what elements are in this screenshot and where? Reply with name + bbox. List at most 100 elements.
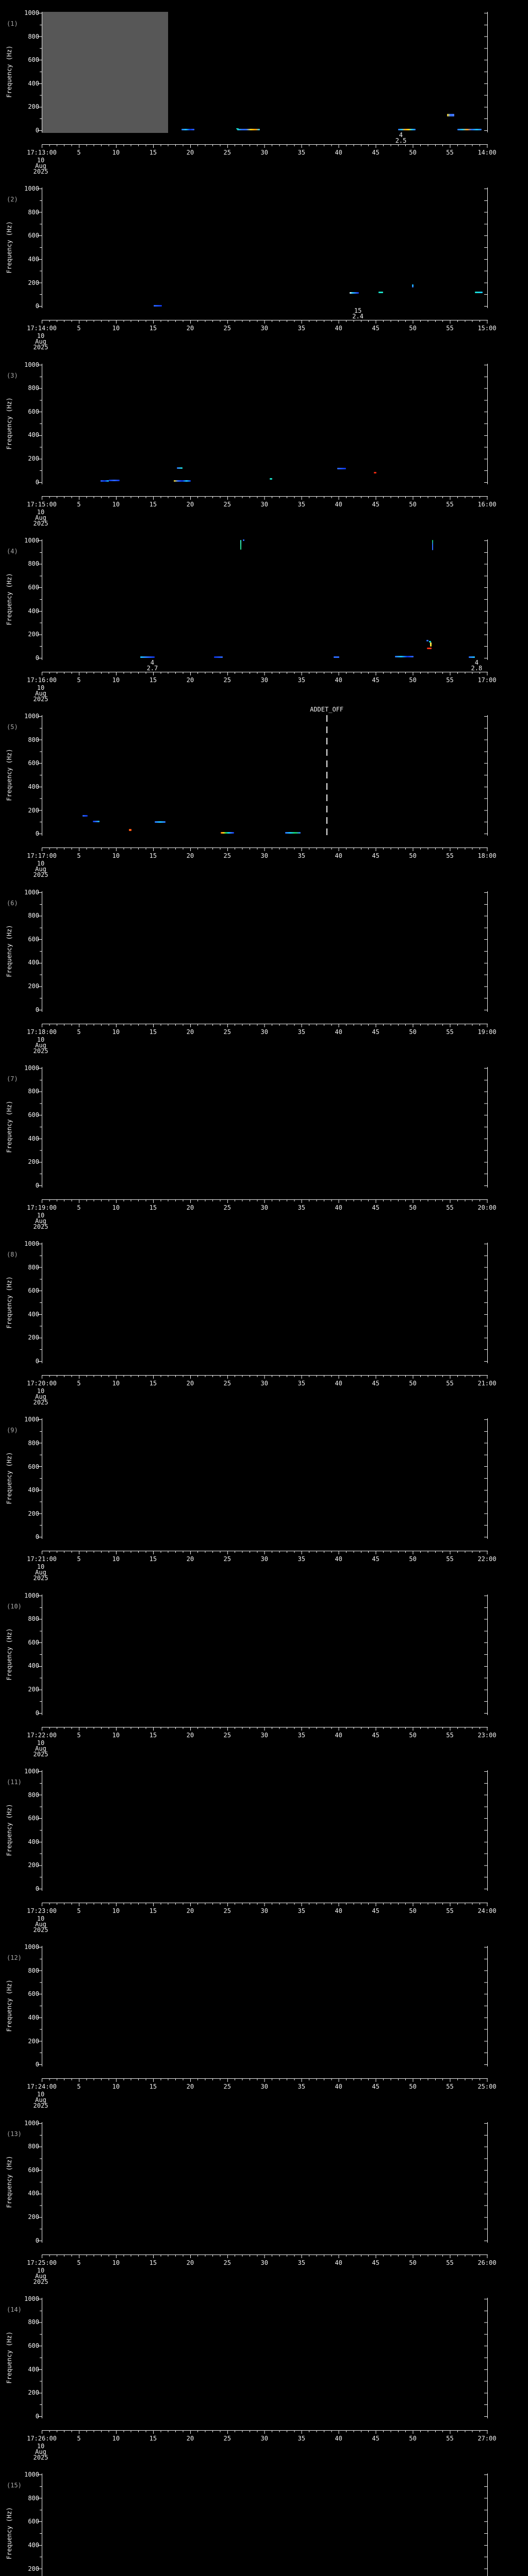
- x-tick-label: 25: [223, 325, 231, 332]
- x-tick-label: 40: [335, 2083, 342, 2091]
- x-tick-label: 10: [112, 1731, 120, 1739]
- x-tick-label: 30: [260, 1380, 268, 1387]
- date-label: 10: [37, 684, 45, 691]
- y-right-ticks: [484, 364, 487, 483]
- panel-label: (1): [7, 20, 18, 27]
- y-tick-label: 800: [28, 384, 39, 392]
- date-label: 10: [37, 1563, 45, 1571]
- x-tick-label: 20: [186, 2434, 194, 2442]
- x-tick-label: 35: [298, 1907, 305, 1914]
- y-tick-label: 1000: [24, 1768, 39, 1775]
- x-tick-label: 55: [446, 1555, 454, 1563]
- end-time-label: 21:00: [477, 1380, 497, 1387]
- end-time-label: 24:00: [477, 1907, 497, 1914]
- spectrogram-panel: (12) Frequency (Hz) 0 200 400 600 800 1000 5 10 15…: [0, 1934, 528, 2110]
- spectrogram-panel: (1) Frequency (Hz) 0 200 400 600 800 1000 5 10 15 2…: [0, 0, 528, 176]
- y-tick-label: 200: [28, 454, 39, 462]
- detection-score-line: 4: [474, 658, 478, 666]
- y-axis-right: [487, 2297, 488, 2418]
- y-tick-label: 400: [28, 431, 39, 439]
- x-tick-label: 25: [223, 852, 231, 860]
- x-tick-label: 50: [409, 149, 417, 156]
- detection-score-line: 4: [399, 131, 403, 139]
- x-tick-label: 50: [409, 852, 417, 860]
- y-tick-label: 800: [28, 32, 39, 40]
- y-tick-label: 800: [28, 736, 39, 743]
- x-tick-label: 50: [409, 2434, 417, 2442]
- x-tick-label: 25: [223, 2083, 231, 2091]
- x-tick-label: 15: [149, 1731, 157, 1739]
- x-tick-label: 40: [335, 1204, 342, 1211]
- x-tick-label: 25: [223, 2434, 231, 2442]
- y-tick-label: 0: [35, 654, 39, 662]
- detection-event: [270, 478, 273, 480]
- end-time-label: 27:00: [477, 2434, 497, 2442]
- date-label: 2025: [33, 344, 48, 351]
- y-tick-label: 200: [28, 279, 39, 286]
- detection-event: [128, 829, 131, 832]
- start-time-label: 17:20:00: [27, 1380, 57, 1387]
- x-tick-label: 45: [372, 676, 380, 684]
- y-minor-ticks: [40, 2475, 42, 2576]
- x-tick-label: 5: [77, 149, 81, 156]
- y-tick-label: 0: [35, 830, 39, 838]
- date-label: Aug: [35, 866, 46, 873]
- y-tick-label: 200: [28, 1686, 39, 1693]
- detection-event: [373, 471, 376, 473]
- date-label: 2025: [33, 168, 48, 175]
- x-tick-label: 45: [372, 500, 380, 508]
- start-time-label: 17:24:00: [27, 2083, 57, 2091]
- x-tick-label: 20: [186, 2259, 194, 2266]
- date-label: 10: [37, 157, 45, 164]
- y-axis-right: [487, 2473, 488, 2576]
- y-minor-ticks: [40, 540, 42, 658]
- x-major-ticks: [42, 2430, 488, 2434]
- x-tick-label: 10: [112, 2259, 120, 2266]
- x-tick-label: 5: [77, 1028, 81, 1036]
- x-tick-label: 10: [112, 500, 120, 508]
- date-label: Aug: [35, 1041, 46, 1049]
- x-tick-label: 30: [260, 2083, 268, 2091]
- y-tick-label: 200: [28, 2389, 39, 2397]
- y-tick-label: 0: [35, 1181, 39, 1189]
- start-time-label: 17:16:00: [27, 676, 57, 684]
- y-tick-label: 200: [28, 103, 39, 111]
- y-right-ticks: [484, 189, 487, 307]
- x-ruler: [42, 1199, 488, 1200]
- y-right-ticks: [484, 1244, 487, 1362]
- y-tick-label: 600: [28, 1815, 39, 1822]
- spectrogram-panel: (13) Frequency (Hz) 0 200 400 600 800 1000 5 10 15…: [0, 2110, 528, 2286]
- y-tick-label: 200: [28, 631, 39, 638]
- x-ruler: [42, 2078, 488, 2079]
- detection-event: [475, 291, 483, 293]
- autodetect-off-line: [326, 715, 327, 837]
- y-tick-label: 400: [28, 1134, 39, 1142]
- y-tick-label: 600: [28, 1638, 39, 1646]
- y-axis-title: Frequency (Hz): [6, 1452, 13, 1504]
- y-axis-right: [487, 188, 488, 309]
- detection-event: [140, 656, 155, 658]
- y-axis-right: [487, 12, 488, 132]
- y-tick-label: 400: [28, 1662, 39, 1670]
- x-tick-label: 55: [446, 2434, 454, 2442]
- x-tick-label: 25: [223, 500, 231, 508]
- x-tick-label: 5: [77, 1204, 81, 1211]
- y-tick-label: 0: [35, 1885, 39, 1892]
- x-tick-label: 5: [77, 1731, 81, 1739]
- detection-event: [108, 479, 120, 481]
- x-ruler: [42, 144, 488, 145]
- date-label: 10: [37, 860, 45, 868]
- x-tick-label: 45: [372, 1380, 380, 1387]
- detection-event: [285, 832, 301, 834]
- x-tick-label: 40: [335, 1907, 342, 1914]
- y-right-ticks: [484, 13, 487, 131]
- x-tick-label: 35: [298, 1028, 305, 1036]
- detection-event: [240, 539, 241, 550]
- y-tick-label: 200: [28, 1861, 39, 1869]
- detection-event: [426, 639, 429, 641]
- y-tick-label: 0: [35, 1709, 39, 1717]
- panel-label: (3): [7, 371, 18, 379]
- y-tick-label: 800: [28, 1263, 39, 1271]
- detection-event: [447, 114, 455, 117]
- y-tick-label: 1000: [24, 1240, 39, 1248]
